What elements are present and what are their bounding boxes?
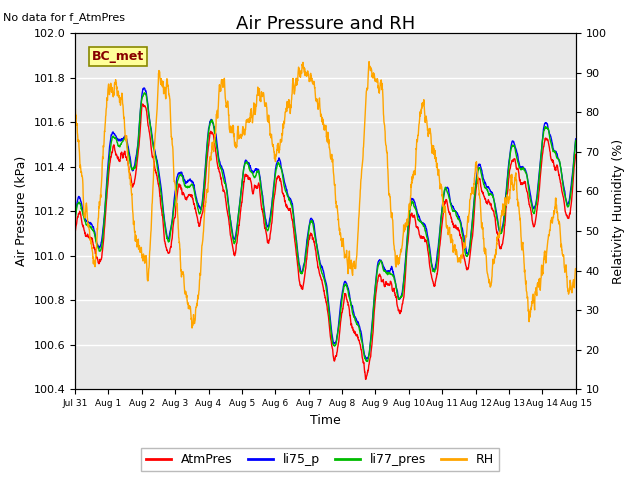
Text: No data for f_AtmPres: No data for f_AtmPres bbox=[3, 12, 125, 23]
Legend: AtmPres, li75_p, li77_pres, RH: AtmPres, li75_p, li77_pres, RH bbox=[141, 448, 499, 471]
Text: BC_met: BC_met bbox=[92, 50, 144, 63]
Title: Air Pressure and RH: Air Pressure and RH bbox=[236, 15, 415, 33]
Y-axis label: Air Pressure (kPa): Air Pressure (kPa) bbox=[15, 156, 28, 266]
Y-axis label: Relativity Humidity (%): Relativity Humidity (%) bbox=[612, 139, 625, 284]
X-axis label: Time: Time bbox=[310, 414, 340, 427]
